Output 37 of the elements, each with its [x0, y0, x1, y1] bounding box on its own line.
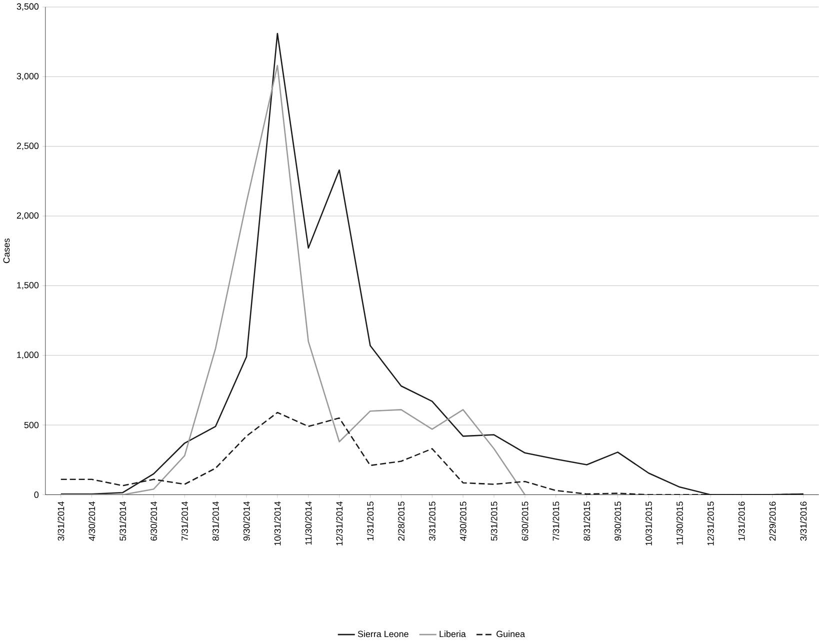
x-tick-label: 11/30/2014 — [305, 502, 312, 545]
x-tick-label: 7/31/2015 — [552, 502, 560, 541]
x-tick-label: 8/31/2014 — [212, 502, 219, 541]
y-tick-label: 2,000 — [16, 212, 39, 220]
y-tick-label: 500 — [24, 422, 39, 428]
x-tick-label: 7/31/2014 — [181, 502, 188, 541]
x-tick-label: 9/30/2015 — [614, 502, 622, 541]
x-tick-label: 2/28/2015 — [398, 502, 404, 541]
x-tick-label: 1/31/2016 — [738, 502, 745, 541]
x-tick-label: 11/30/2015 — [676, 502, 683, 545]
x-tick-label: 2/29/2016 — [769, 502, 776, 541]
x-tick-label: 4/30/2015 — [460, 502, 466, 542]
y-tick-label: 0 — [34, 492, 39, 498]
y-axis-title: Cases — [3, 238, 10, 264]
y-tick-label: 1,500 — [17, 282, 39, 290]
legend-label: Guinea — [496, 630, 526, 638]
x-tick-label: 9/30/2014 — [243, 502, 250, 541]
x-tick-label: 1/31/2015 — [366, 502, 374, 541]
x-tick-label: 5/31/2015 — [490, 502, 498, 541]
x-tick-label: 3/31/2015 — [428, 502, 436, 541]
x-tick-label: 5/31/2014 — [119, 502, 126, 541]
x-tick-label: 6/30/2015 — [522, 502, 528, 541]
x-tick-label: 8/31/2015 — [584, 502, 590, 541]
y-tick-label: 3,500 — [16, 4, 39, 11]
x-tick-label: 12/31/2015 — [707, 502, 714, 546]
x-tick-label: 10/31/2015 — [645, 502, 652, 546]
x-tick-label: 4/30/2014 — [88, 502, 96, 542]
y-tick-label: 1,000 — [17, 352, 39, 360]
y-tick-label: 3,000 — [16, 73, 39, 81]
x-tick-label: 3/31/2014 — [58, 502, 64, 541]
x-tick-label: 3/31/2016 — [800, 502, 807, 541]
legend-label: Sierra Leone — [358, 630, 408, 638]
y-tick-label: 2,500 — [16, 142, 39, 150]
legend-label: Liberia — [440, 630, 466, 638]
x-tick-label: 6/30/2014 — [150, 502, 157, 541]
x-tick-label: 10/31/2014 — [274, 502, 281, 546]
x-tick-label: 12/31/2014 — [336, 502, 343, 546]
